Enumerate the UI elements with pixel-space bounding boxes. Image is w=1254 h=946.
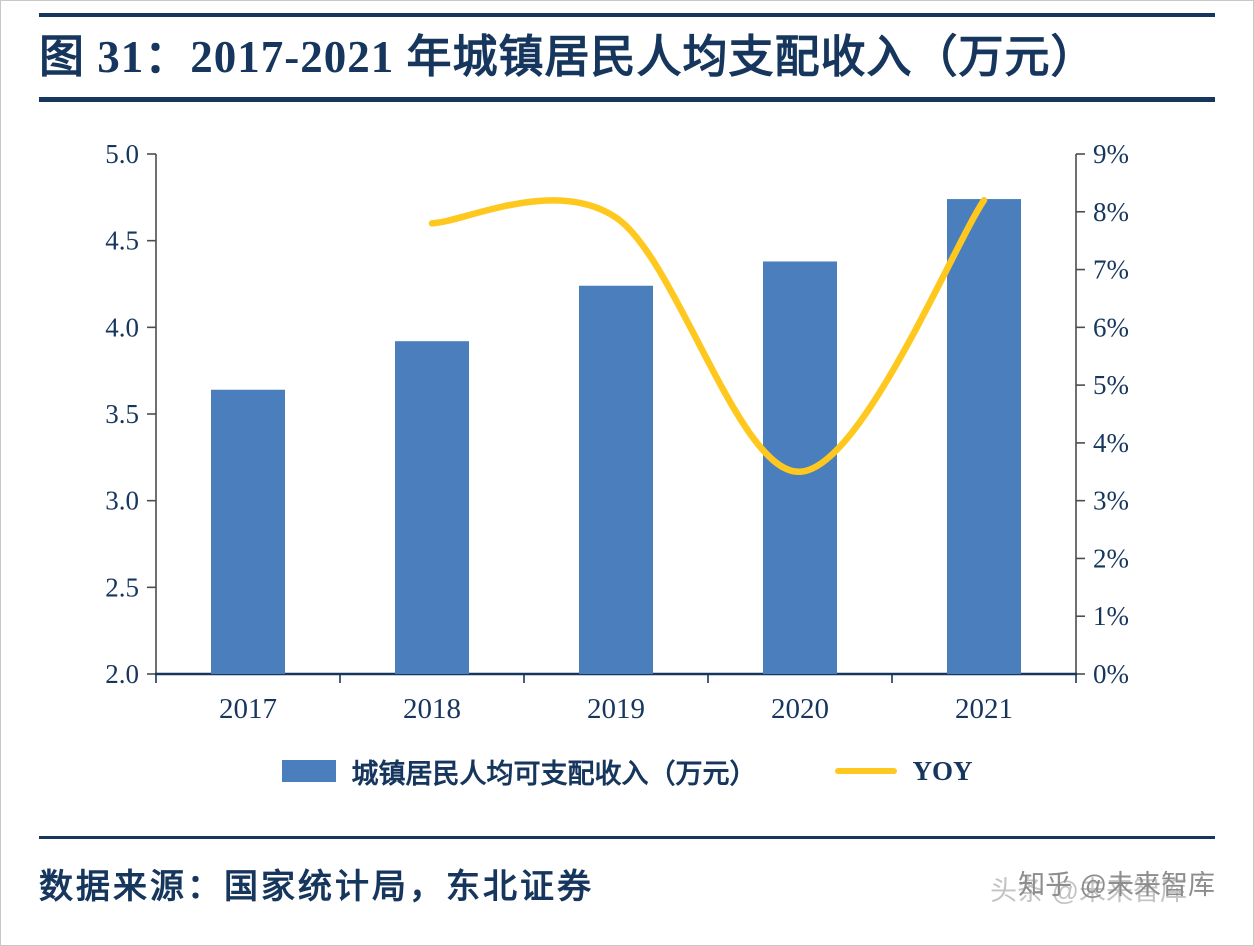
axis-tick-label: 6% — [1093, 313, 1129, 343]
axis-tick-label: 4% — [1093, 428, 1129, 458]
legend-item-line: YOY — [834, 755, 973, 787]
axis-tick-label: 5% — [1093, 371, 1129, 401]
axis-tick-label: 3.0 — [105, 486, 139, 516]
footer-divider-rule — [39, 836, 1215, 840]
chart-area: 5.0 4.5 4.0 3.5 3.0 2.5 2.0 9% 8% 7% 6% 5% 4% 3% 2% 1% 0… — [39, 114, 1215, 746]
axis-tick-label: 9% — [1093, 139, 1129, 169]
footer: 数据来源：国家统计局，东北证券 头条 @未来智库 知乎 @未来智库 — [39, 859, 1215, 908]
axis-tick-label: 5.0 — [105, 139, 139, 169]
chart-legend: 城镇居民人均可支配收入（万元） YOY — [39, 748, 1215, 794]
legend-item-bars: 城镇居民人均可支配收入（万元） — [281, 752, 757, 791]
bar-series-label: 城镇居民人均可支配收入（万元） — [351, 758, 757, 789]
axis-tick-label: 4.5 — [105, 226, 139, 256]
yoy-line — [428, 197, 988, 476]
watermark: 头条 @未来智库 知乎 @未来智库 — [895, 863, 1215, 906]
axis-tick-label: 1% — [1093, 602, 1129, 632]
axis-tick-label: 2.5 — [105, 573, 139, 603]
figure-page: 图 31：2017-2021 年城镇居民人均支配收入（万元） 5.0 4.5 4.0… — [1, 1, 1253, 908]
axis-tick-label: 4.0 — [105, 313, 139, 343]
bar-2017 — [211, 390, 285, 675]
axis-tick-label: 2% — [1093, 544, 1129, 574]
axis-tick-label: 2021 — [955, 693, 1013, 725]
combo-chart: 5.0 4.5 4.0 3.5 3.0 2.5 2.0 9% 8% 7% 6% 5% 4% 3% 2% 1% 0… — [105, 139, 1129, 725]
bar-series-swatch — [281, 760, 336, 783]
bar-2019 — [579, 286, 653, 675]
line-series-label: YOY — [912, 755, 973, 786]
axis-tick-label: 2019 — [587, 693, 645, 725]
axis-tick-label: 2017 — [219, 693, 277, 725]
watermark-front-text: 知乎 @未来智库 — [1018, 869, 1215, 900]
title-divider-rule — [39, 97, 1215, 103]
axis-tick-label: 0% — [1093, 659, 1129, 689]
top-rule — [39, 13, 1215, 17]
axis-tick-label: 7% — [1093, 255, 1129, 285]
bar-2018 — [395, 341, 469, 675]
axis-tick-label: 8% — [1093, 197, 1129, 227]
line-series-swatch — [834, 768, 897, 775]
figure-title: 图 31：2017-2021 年城镇居民人均支配收入（万元） — [39, 32, 1097, 82]
axis-tick-label: 3.5 — [105, 399, 139, 429]
axis-tick-label: 2.0 — [105, 659, 139, 689]
bar-2020 — [763, 261, 837, 675]
axis-tick-label: 2020 — [771, 693, 829, 725]
axis-tick-label: 3% — [1093, 486, 1129, 516]
data-source-text: 数据来源：国家统计局，东北证券 — [39, 869, 594, 907]
watermark-back-text: 头条 @未来智库 — [990, 875, 1187, 906]
bar-2021 — [947, 199, 1021, 675]
axis-tick-label: 2018 — [403, 693, 461, 725]
